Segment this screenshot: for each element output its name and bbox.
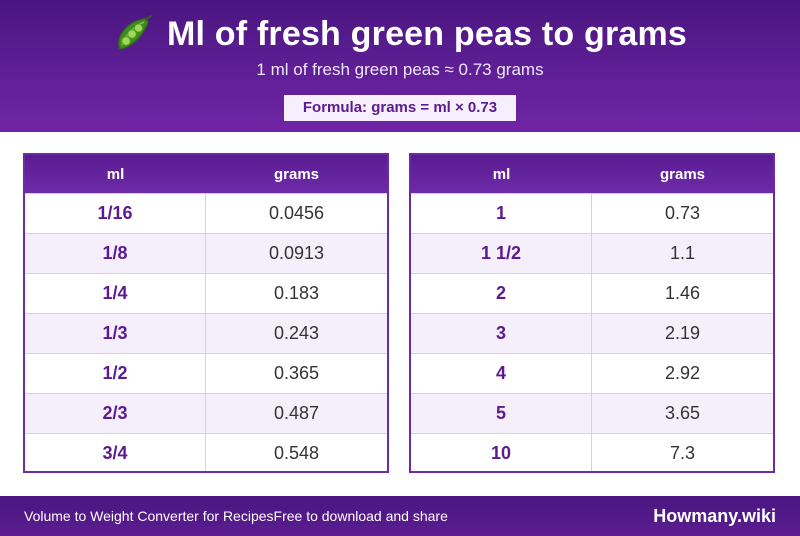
grams-cell: 0.0913 (268, 243, 325, 263)
table-row: 2/3 0.487 (25, 393, 387, 433)
table-header: ml grams (25, 155, 387, 193)
footer-bar: Volume to Weight Converter for RecipesFr… (0, 496, 800, 536)
table-row: 1 0.73 (411, 193, 773, 233)
brand-link[interactable]: Howmany.wiki (653, 506, 776, 526)
table-row: 1/4 0.183 (25, 273, 387, 313)
ml-cell: 1/4 (25, 274, 206, 313)
grams-cell: 0.487 (273, 403, 320, 423)
grams-cell: 2.92 (664, 363, 701, 383)
header-banner: Ml of fresh green peas to grams 1 ml of … (0, 0, 800, 132)
grams-cell: 0.73 (664, 203, 701, 223)
title-row: Ml of fresh green peas to grams (0, 10, 800, 58)
grams-cell: 7.3 (669, 443, 696, 463)
table-row: 1/16 0.0456 (25, 193, 387, 233)
table-header: ml grams (411, 155, 773, 193)
page-title: Ml of fresh green peas to grams (166, 14, 688, 53)
column-header-grams: grams (273, 165, 320, 183)
ml-cell: 3 (411, 314, 592, 353)
grams-cell: 0.365 (273, 363, 320, 383)
column-header-ml: ml (106, 165, 125, 183)
column-header-grams: grams (659, 165, 706, 183)
table-row: 2 1.46 (411, 273, 773, 313)
ml-cell: 1 (411, 194, 592, 233)
footer-tagline: Volume to Weight Converter for RecipesFr… (24, 508, 448, 524)
grams-cell: 0.243 (273, 323, 320, 343)
grams-cell: 1.46 (664, 283, 701, 303)
ml-cell: 3/4 (25, 434, 206, 471)
table-row: 1/3 0.243 (25, 313, 387, 353)
page-subtitle: 1 ml of fresh green peas ≈ 0.73 grams (256, 60, 544, 79)
conversion-table-right: ml grams 1 0.73 1 1/2 1.1 2 1.46 3 2.19 … (409, 153, 775, 473)
grams-cell: 0.0456 (268, 203, 325, 223)
table-row: 10 7.3 (411, 433, 773, 471)
grams-cell: 0.183 (273, 283, 320, 303)
table-row: 3/4 0.548 (25, 433, 387, 471)
table-row: 1 1/2 1.1 (411, 233, 773, 273)
ml-cell: 10 (411, 434, 592, 471)
ml-cell: 5 (411, 394, 592, 433)
table-row: 5 3.65 (411, 393, 773, 433)
ml-cell: 4 (411, 354, 592, 393)
ml-cell: 1/8 (25, 234, 206, 273)
grams-cell: 0.548 (273, 443, 320, 463)
table-row: 4 2.92 (411, 353, 773, 393)
conversion-table-left: ml grams 1/16 0.0456 1/8 0.0913 1/4 0.18… (23, 153, 389, 473)
ml-cell: 1/2 (25, 354, 206, 393)
ml-cell: 1 1/2 (411, 234, 592, 273)
ml-cell: 1/3 (25, 314, 206, 353)
ml-cell: 1/16 (25, 194, 206, 233)
pea-pod-icon (113, 14, 153, 54)
grams-cell: 2.19 (664, 323, 701, 343)
formula-badge: Formula: grams = ml × 0.73 (284, 95, 516, 121)
grams-cell: 3.65 (664, 403, 701, 423)
column-header-ml: ml (492, 165, 511, 183)
table-row: 3 2.19 (411, 313, 773, 353)
ml-cell: 2 (411, 274, 592, 313)
ml-cell: 2/3 (25, 394, 206, 433)
table-row: 1/2 0.365 (25, 353, 387, 393)
table-row: 1/8 0.0913 (25, 233, 387, 273)
grams-cell: 1.1 (669, 243, 696, 263)
